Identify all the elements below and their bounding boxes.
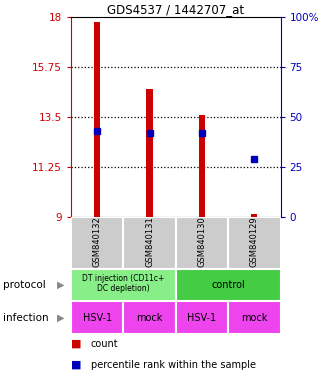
Text: count: count — [91, 339, 118, 349]
Bar — [228, 217, 280, 269]
Text: ■: ■ — [71, 360, 82, 370]
Bar — [71, 217, 123, 269]
Text: GSM840129: GSM840129 — [250, 217, 259, 267]
Text: infection: infection — [3, 313, 49, 323]
Bar — [251, 214, 257, 217]
Text: ■: ■ — [71, 339, 82, 349]
Text: mock: mock — [241, 313, 268, 323]
Bar — [199, 115, 205, 217]
Text: control: control — [211, 280, 245, 290]
Bar — [147, 89, 153, 217]
Bar — [94, 22, 100, 217]
Text: percentile rank within the sample: percentile rank within the sample — [91, 360, 256, 370]
Title: GDS4537 / 1442707_at: GDS4537 / 1442707_at — [107, 3, 244, 16]
Bar — [123, 217, 176, 269]
Text: DT injection (CD11c+
DC depletion): DT injection (CD11c+ DC depletion) — [82, 274, 165, 293]
Text: mock: mock — [136, 313, 163, 323]
Text: ▶: ▶ — [57, 280, 64, 290]
Text: protocol: protocol — [3, 280, 46, 290]
Text: GSM840130: GSM840130 — [197, 217, 207, 267]
Bar — [176, 217, 228, 269]
Bar — [176, 269, 280, 301]
Text: ▶: ▶ — [57, 313, 64, 323]
Bar — [176, 301, 228, 334]
Bar — [71, 269, 176, 301]
Text: GSM840131: GSM840131 — [145, 217, 154, 267]
Text: HSV-1: HSV-1 — [187, 313, 216, 323]
Bar — [123, 301, 176, 334]
Text: GSM840132: GSM840132 — [93, 217, 102, 267]
Text: HSV-1: HSV-1 — [82, 313, 112, 323]
Bar — [228, 301, 280, 334]
Bar — [71, 301, 123, 334]
